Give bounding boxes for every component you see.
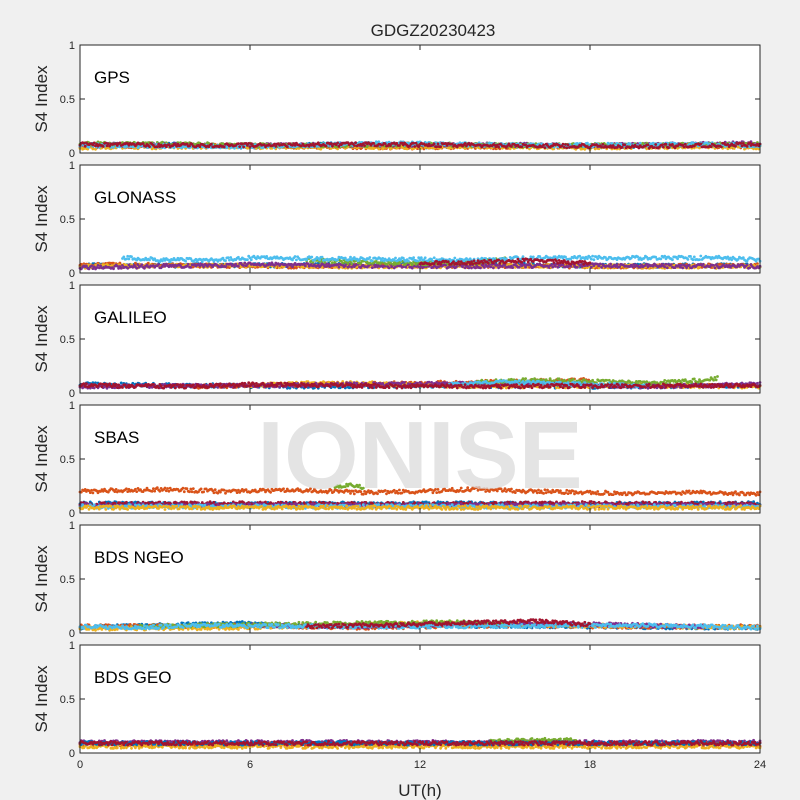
data-point <box>600 145 603 149</box>
y-axis-label: S4 Index <box>32 65 51 133</box>
data-point <box>432 142 436 146</box>
data-point <box>237 142 240 146</box>
data-point <box>412 141 415 145</box>
data-point <box>510 145 513 148</box>
data-point <box>106 142 110 146</box>
data-point <box>740 144 744 148</box>
data-point <box>247 142 251 145</box>
data-point <box>83 144 87 148</box>
data-point <box>112 145 115 149</box>
data-point <box>720 145 723 149</box>
data-point <box>664 142 668 146</box>
data-point <box>566 143 570 147</box>
data-point <box>238 145 242 149</box>
data-point <box>691 141 695 145</box>
data-point <box>329 142 333 146</box>
data-point <box>667 146 670 150</box>
data-point <box>248 145 252 149</box>
data-point <box>336 141 339 145</box>
data-point <box>637 146 641 150</box>
y-tick-label: 1 <box>69 40 75 52</box>
data-point <box>273 142 276 146</box>
panel-gps: 0 0.5 1 GPS S4 Index <box>32 40 762 160</box>
data-point <box>363 144 366 148</box>
data-point <box>562 145 566 149</box>
panel-label: GPS <box>94 68 130 87</box>
data-point <box>654 143 658 146</box>
data-point <box>586 141 589 145</box>
data-point <box>91 147 95 151</box>
data-point <box>242 145 246 149</box>
data-point <box>324 144 328 148</box>
data-point <box>601 143 605 146</box>
data-point <box>662 145 665 149</box>
data-point <box>520 145 524 149</box>
data-point <box>646 143 650 147</box>
data-point <box>542 143 545 147</box>
y-tick-label: 0.5 <box>60 94 75 106</box>
data-point <box>463 142 467 145</box>
data-point <box>561 142 565 146</box>
data-point <box>699 142 703 146</box>
data-point <box>155 145 159 149</box>
data-point <box>748 141 752 145</box>
data-point <box>739 142 743 145</box>
data-point <box>383 142 387 146</box>
data-point <box>653 146 656 149</box>
data-point <box>709 145 713 149</box>
data-point <box>285 145 289 149</box>
data-point <box>365 145 369 149</box>
data-point <box>240 142 244 146</box>
figure-title: GDGZ20230423 <box>371 21 496 40</box>
data-point <box>87 145 91 149</box>
data-point <box>450 142 454 146</box>
data-point <box>104 141 108 145</box>
data-point <box>354 141 357 145</box>
data-point <box>101 145 105 148</box>
data-point <box>414 141 418 145</box>
data-point <box>734 144 737 148</box>
data-point <box>543 146 547 150</box>
data-point <box>188 144 191 148</box>
data-point <box>435 145 439 149</box>
data-point <box>413 145 417 148</box>
data-point <box>745 145 749 148</box>
data-point <box>222 145 226 149</box>
data-point <box>497 145 500 149</box>
data-point <box>682 145 686 149</box>
data-point <box>638 141 642 145</box>
data-point <box>92 141 96 145</box>
data-point <box>148 145 151 149</box>
data-point <box>623 143 627 147</box>
data-point <box>436 142 440 146</box>
data-point <box>651 141 655 145</box>
data-point <box>352 144 356 147</box>
data-point <box>118 141 122 145</box>
y-tick-label: 0 <box>69 148 75 160</box>
plot-area <box>80 45 760 153</box>
data-point <box>210 142 213 146</box>
data-point <box>488 141 491 145</box>
data-point <box>439 145 442 149</box>
data-point <box>565 146 569 150</box>
data-point <box>372 141 375 145</box>
data-point <box>564 143 567 146</box>
data-point <box>620 145 624 149</box>
data-point <box>398 144 401 147</box>
plot-area <box>80 165 760 273</box>
data-point <box>82 141 86 145</box>
